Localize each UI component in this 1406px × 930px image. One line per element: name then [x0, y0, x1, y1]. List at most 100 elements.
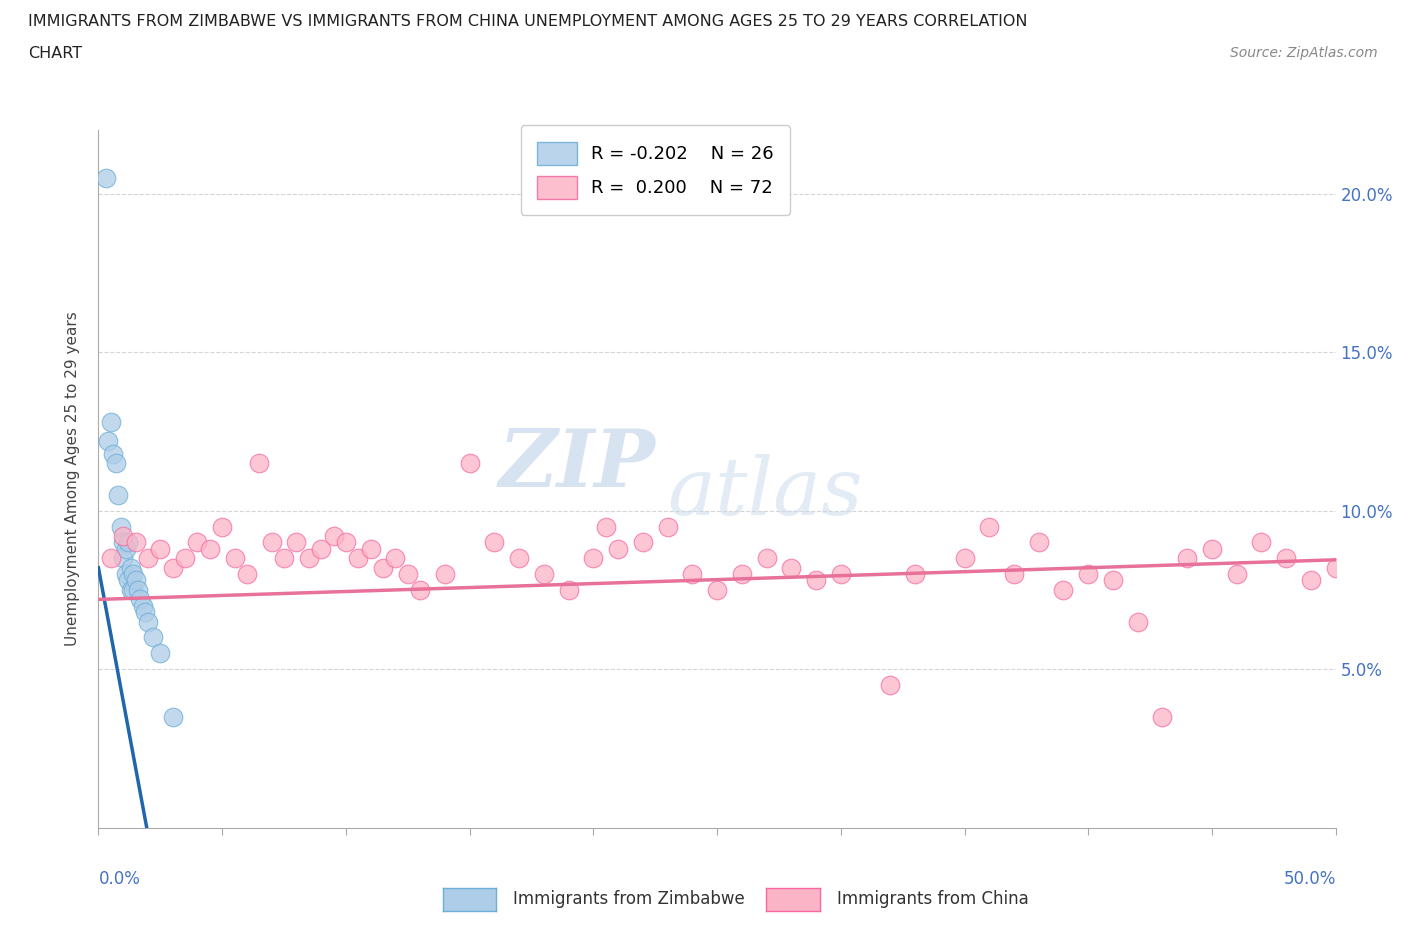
Point [104, 456, 127, 471]
Point [120, 582, 142, 597]
Point [132, 598, 155, 613]
Point [1052, 582, 1074, 597]
Point [112, 535, 135, 550]
Point [347, 551, 370, 565]
Point [384, 551, 406, 565]
Point [1201, 541, 1223, 556]
Point [112, 528, 135, 543]
Point [1002, 566, 1025, 581]
Text: CHART: CHART [28, 46, 82, 61]
Text: atlas: atlas [668, 454, 863, 532]
Point [830, 566, 852, 581]
Point [149, 541, 172, 556]
Point [112, 551, 135, 565]
Point [433, 566, 456, 581]
Point [129, 592, 152, 607]
Text: Immigrants from Zimbabwe: Immigrants from Zimbabwe [513, 890, 745, 909]
Point [124, 573, 146, 588]
Point [804, 573, 827, 588]
Point [396, 566, 419, 581]
Point [236, 566, 259, 581]
Text: 0.0%: 0.0% [98, 870, 141, 887]
Point [953, 551, 976, 565]
Point [335, 535, 357, 550]
Text: Source: ZipAtlas.com: Source: ZipAtlas.com [1230, 46, 1378, 60]
Point [582, 551, 605, 565]
Point [979, 519, 1001, 534]
Point [134, 604, 156, 619]
Point [1126, 614, 1149, 629]
Point [142, 630, 165, 644]
Y-axis label: Unemployment Among Ages 25 to 29 years: Unemployment Among Ages 25 to 29 years [65, 312, 80, 646]
Point [1250, 535, 1272, 550]
Point [508, 551, 530, 565]
Point [285, 535, 308, 550]
Point [607, 541, 630, 556]
Point [117, 573, 139, 588]
Point [1175, 551, 1198, 565]
Point [103, 446, 125, 461]
Point [127, 582, 149, 597]
Point [100, 415, 122, 430]
Text: Immigrants from China: Immigrants from China [837, 890, 1028, 909]
Point [1275, 551, 1298, 565]
Point [484, 535, 506, 550]
Point [136, 614, 159, 629]
Text: IMMIGRANTS FROM ZIMBABWE VS IMMIGRANTS FROM CHINA UNEMPLOYMENT AMONG AGES 25 TO : IMMIGRANTS FROM ZIMBABWE VS IMMIGRANTS F… [28, 14, 1028, 29]
Point [122, 582, 145, 597]
Point [731, 566, 754, 581]
Point [117, 535, 139, 550]
Point [1028, 535, 1050, 550]
Point [124, 535, 146, 550]
Point [780, 560, 803, 575]
Point [1226, 566, 1249, 581]
Point [122, 566, 145, 581]
Point [1152, 710, 1174, 724]
Legend: R = -0.202    N = 26, R =  0.200    N = 72: R = -0.202 N = 26, R = 0.200 N = 72 [520, 126, 790, 215]
Point [309, 541, 332, 556]
Point [657, 519, 679, 534]
Point [360, 541, 382, 556]
Point [1337, 614, 1360, 629]
Point [1077, 566, 1099, 581]
Point [149, 646, 172, 661]
Point [557, 582, 579, 597]
Point [1374, 551, 1396, 565]
Point [371, 560, 394, 575]
Point [120, 560, 142, 575]
Point [162, 560, 184, 575]
Point [1324, 560, 1347, 575]
Text: 50.0%: 50.0% [1284, 870, 1336, 887]
Point [136, 551, 159, 565]
Point [260, 535, 283, 550]
Point [247, 456, 270, 471]
Point [224, 551, 246, 565]
Point [114, 541, 136, 556]
Point [879, 678, 901, 693]
Point [94, 170, 117, 185]
Point [298, 551, 321, 565]
Point [904, 566, 927, 581]
Point [1299, 573, 1322, 588]
Point [114, 566, 136, 581]
Point [1350, 566, 1372, 581]
Point [595, 519, 617, 534]
Point [1399, 566, 1406, 581]
Point [97, 433, 120, 448]
Point [706, 582, 728, 597]
Point [107, 487, 129, 502]
Point [322, 528, 344, 543]
Point [533, 566, 555, 581]
Point [681, 566, 703, 581]
Point [211, 519, 233, 534]
Point [458, 456, 481, 471]
Point [1102, 573, 1125, 588]
Text: ZIP: ZIP [498, 426, 655, 504]
Point [755, 551, 778, 565]
Point [162, 710, 184, 724]
Point [198, 541, 221, 556]
Point [174, 551, 197, 565]
Point [186, 535, 208, 550]
Point [273, 551, 295, 565]
Point [110, 519, 132, 534]
